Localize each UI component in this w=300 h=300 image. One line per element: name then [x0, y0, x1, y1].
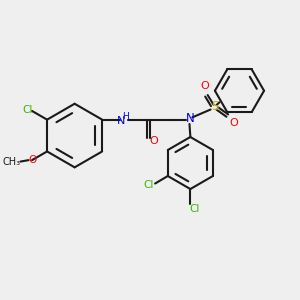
Text: O: O: [28, 155, 36, 165]
Text: H: H: [122, 112, 129, 121]
Text: O: O: [229, 118, 238, 128]
Text: Cl: Cl: [190, 204, 200, 214]
Text: Cl: Cl: [143, 180, 154, 190]
Text: O: O: [200, 81, 209, 92]
Text: N: N: [117, 116, 125, 126]
Text: CH₃: CH₃: [3, 157, 21, 166]
Text: O: O: [150, 136, 159, 146]
Text: S: S: [211, 100, 219, 113]
Text: N: N: [186, 112, 195, 125]
Text: Cl: Cl: [22, 104, 33, 115]
